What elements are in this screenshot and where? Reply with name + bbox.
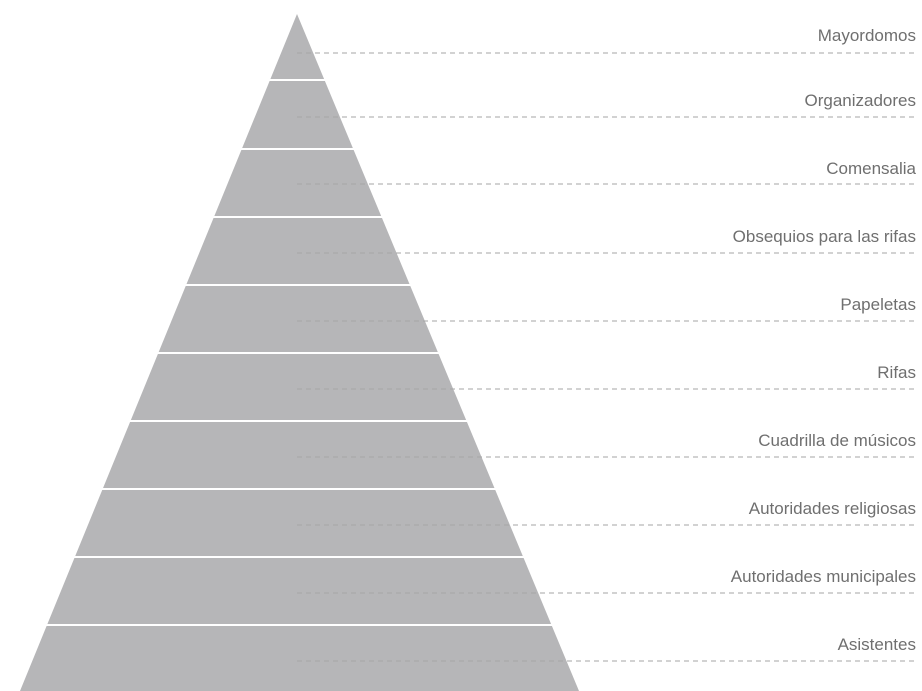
tier-label-6: Rifas xyxy=(877,363,916,382)
tier-label-1: Mayordomos xyxy=(818,26,916,45)
leader-lines xyxy=(297,52,916,662)
tier-label-2: Organizadores xyxy=(804,91,916,110)
tier-label-8: Autoridades religiosas xyxy=(749,499,916,518)
tier-label-3: Comensalia xyxy=(826,159,916,178)
tier-separators xyxy=(46,79,553,626)
tier-label-9: Autoridades municipales xyxy=(731,567,916,586)
tier-labels: Mayordomos Organizadores Comensalia Obsequi… xyxy=(731,26,917,654)
tier-label-7: Cuadrilla de músicos xyxy=(758,431,916,450)
tier-label-5: Papeletas xyxy=(840,295,916,314)
tier-label-10: Asistentes xyxy=(838,635,916,654)
tier-label-4: Obsequios para las rifas xyxy=(733,227,916,246)
